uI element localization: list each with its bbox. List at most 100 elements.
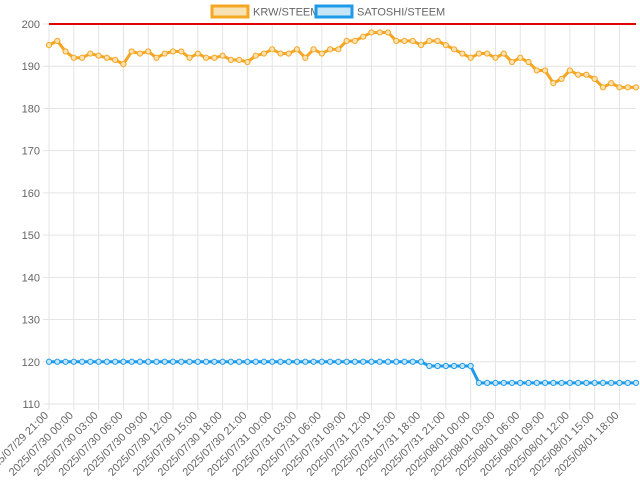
data-point[interactable] — [260, 358, 268, 365]
data-point[interactable] — [145, 358, 152, 365]
data-point[interactable] — [583, 379, 590, 386]
data-point[interactable] — [525, 58, 532, 66]
data-point[interactable] — [500, 379, 507, 386]
data-point[interactable] — [517, 379, 524, 386]
data-point[interactable] — [326, 46, 334, 53]
data-point[interactable] — [409, 358, 416, 365]
data-point[interactable] — [269, 358, 276, 365]
data-point[interactable] — [632, 379, 640, 386]
data-point[interactable] — [219, 52, 226, 59]
data-point[interactable] — [95, 52, 102, 59]
data-point[interactable] — [368, 29, 375, 36]
data-point[interactable] — [70, 54, 77, 61]
data-point[interactable] — [335, 358, 342, 365]
data-point[interactable] — [186, 358, 193, 365]
data-point[interactable] — [508, 58, 516, 66]
data-point[interactable] — [550, 379, 557, 386]
data-point[interactable] — [318, 358, 325, 365]
data-point[interactable] — [608, 379, 615, 386]
data-point[interactable] — [310, 358, 317, 365]
data-point[interactable] — [451, 46, 458, 53]
data-point[interactable] — [467, 362, 474, 370]
data-point[interactable] — [211, 54, 218, 61]
data-point[interactable] — [277, 50, 284, 57]
legend-item-krw[interactable]: KRW/STEEM — [210, 4, 319, 19]
data-point[interactable] — [236, 358, 243, 365]
data-point[interactable] — [575, 379, 582, 386]
data-point[interactable] — [566, 379, 573, 386]
data-point[interactable] — [417, 358, 425, 365]
data-point[interactable] — [186, 54, 193, 61]
data-point[interactable] — [376, 358, 383, 365]
data-point[interactable] — [442, 362, 449, 370]
data-point[interactable] — [541, 67, 549, 74]
data-point[interactable] — [608, 80, 615, 87]
data-point[interactable] — [78, 358, 86, 365]
data-point[interactable] — [517, 54, 524, 61]
data-point[interactable] — [616, 379, 623, 386]
data-point[interactable] — [269, 46, 276, 53]
data-point[interactable] — [484, 379, 491, 386]
data-point[interactable] — [475, 379, 483, 386]
data-point[interactable] — [343, 358, 350, 365]
data-point[interactable] — [145, 48, 152, 55]
data-point[interactable] — [393, 358, 400, 365]
data-point[interactable] — [417, 42, 425, 49]
data-point[interactable] — [128, 48, 135, 55]
data-point[interactable] — [525, 379, 532, 386]
data-point[interactable] — [318, 50, 325, 57]
data-point[interactable] — [227, 56, 234, 63]
data-point[interactable] — [302, 358, 309, 365]
data-point[interactable] — [558, 379, 565, 386]
data-point[interactable] — [219, 358, 226, 365]
data-point[interactable] — [45, 358, 53, 365]
data-point[interactable] — [153, 358, 160, 365]
data-point[interactable] — [434, 37, 441, 44]
data-point[interactable] — [384, 29, 392, 36]
data-point[interactable] — [136, 358, 144, 365]
data-point[interactable] — [128, 358, 135, 365]
data-point[interactable] — [393, 37, 400, 44]
data-point[interactable] — [409, 37, 416, 44]
data-point[interactable] — [467, 54, 474, 61]
data-point[interactable] — [492, 379, 499, 386]
data-point[interactable] — [277, 358, 284, 365]
data-point[interactable] — [599, 379, 607, 386]
data-point[interactable] — [62, 48, 69, 55]
data-point[interactable] — [252, 358, 259, 365]
data-point[interactable] — [384, 358, 392, 365]
data-point[interactable] — [136, 50, 144, 57]
data-point[interactable] — [285, 50, 292, 57]
data-point[interactable] — [442, 42, 449, 49]
data-point[interactable] — [161, 358, 168, 365]
data-point[interactable] — [95, 358, 102, 365]
data-point[interactable] — [202, 54, 210, 61]
data-point[interactable] — [368, 358, 375, 365]
data-point[interactable] — [401, 37, 408, 44]
data-point[interactable] — [360, 33, 367, 40]
data-point[interactable] — [632, 84, 640, 91]
data-point[interactable] — [153, 54, 160, 61]
data-point[interactable] — [326, 358, 334, 365]
data-point[interactable] — [492, 54, 499, 61]
data-point[interactable] — [351, 37, 359, 44]
data-point[interactable] — [169, 48, 177, 55]
data-point[interactable] — [120, 358, 127, 365]
data-point[interactable] — [434, 362, 441, 370]
data-point[interactable] — [87, 358, 94, 365]
data-point[interactable] — [591, 75, 598, 82]
data-point[interactable] — [202, 358, 210, 365]
data-point[interactable] — [310, 46, 317, 53]
data-point[interactable] — [169, 358, 177, 365]
data-point[interactable] — [244, 358, 251, 365]
data-point[interactable] — [583, 71, 590, 78]
legend-item-satoshi[interactable]: SATOSHI/STEEM — [314, 4, 445, 19]
data-point[interactable] — [343, 37, 350, 44]
data-point[interactable] — [335, 46, 342, 53]
data-point[interactable] — [62, 358, 69, 365]
data-point[interactable] — [178, 48, 185, 55]
data-point[interactable] — [120, 61, 127, 68]
data-point[interactable] — [500, 50, 507, 57]
data-point[interactable] — [475, 50, 483, 57]
data-point[interactable] — [112, 56, 119, 63]
